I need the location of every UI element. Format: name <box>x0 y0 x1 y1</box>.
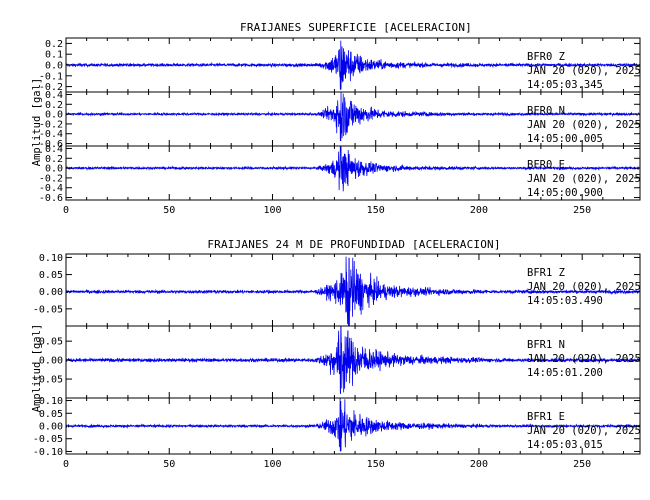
series-trace <box>65 91 641 141</box>
panel-bfr1-z: -0.05 0.00 0.05 0.10 BFR1 Z JAN 20 (020), 202… <box>33 253 641 327</box>
date-label: JAN 20 (020), 2025 <box>527 65 641 77</box>
channel-label: BFR0 Z <box>527 51 565 63</box>
y-tick-label: -0.2 <box>39 119 63 130</box>
y-tick-label: -0.6 <box>39 193 63 204</box>
chart-title-surface: FRAIJANES SUPERFICIE [ACELERACION] <box>240 21 472 34</box>
y-tick-label: -0.2 <box>39 173 63 184</box>
y-tick-label: 0.10 <box>39 396 63 407</box>
panel-bfr0-z: -0.2-0.10.00.10.2 BFR0 Z JAN 20 (020), 202… <box>39 37 641 93</box>
y-tick-label: -0.4 <box>39 183 63 194</box>
date-label: JAN 20 (020), 2025 <box>527 119 641 131</box>
y-tick-label: -0.1 <box>39 71 63 82</box>
x-tick-label: 250 <box>573 205 591 216</box>
x-tick-label: 50 <box>163 205 175 216</box>
y-tick-label: 0.0 <box>45 61 63 72</box>
time-label: 14:05:03.490 <box>527 295 603 307</box>
y-tick-label: 0.1 <box>45 50 63 61</box>
panel-bfr0-n: -0.6-0.4-0.20.00.20.4 BFR0 N JAN 20 (020),… <box>39 90 641 150</box>
y-tick-label: 0.00 <box>39 356 63 367</box>
y-tick-label: -0.2 <box>39 82 63 93</box>
series-trace <box>65 397 641 452</box>
x-tick-label: 200 <box>470 459 488 470</box>
x-tick-label: 0 <box>63 205 69 216</box>
time-label: 14:05:03.015 <box>527 439 603 451</box>
y-axis-label-depth: Amplitud [gal] <box>31 324 43 413</box>
time-label: 14:05:03.345 <box>527 79 603 91</box>
y-tick-label: 0.2 <box>45 39 63 50</box>
x-tick-label: 250 <box>573 459 591 470</box>
y-tick-label: 0.10 <box>39 253 63 264</box>
x-tick-label: 100 <box>263 205 281 216</box>
y-tick-label: 0.0 <box>45 164 63 175</box>
y-tick-label: 0.05 <box>39 270 63 281</box>
y-tick-label: 0.4 <box>45 90 63 101</box>
y-tick-label: -0.10 <box>33 447 63 458</box>
time-label: 14:05:00.005 <box>527 133 603 145</box>
series-trace <box>65 40 641 90</box>
y-tick-label: 0.05 <box>39 337 63 348</box>
y-tick-label: -0.05 <box>33 375 63 386</box>
y-tick-label: 0.00 <box>39 287 63 298</box>
x-tick-label: 100 <box>263 459 281 470</box>
y-tick-label: -0.05 <box>33 434 63 445</box>
date-label: JAN 20 (020), 2025 <box>527 173 641 185</box>
channel-label: BFR0 E <box>527 159 565 171</box>
panel-bfr1-n: -0.05 0.00 0.05 BFR1 N JAN 20 (020), 2025 14:… <box>33 325 641 399</box>
panel-frame <box>65 145 641 201</box>
panel-bfr0-e: -0.6-0.4-0.20.00.20.4 BFR0 E JAN 20 (020),… <box>39 144 641 204</box>
x-tick-label: 0 <box>63 459 69 470</box>
series-trace <box>65 326 641 394</box>
channel-label: BFR0 N <box>527 105 565 117</box>
series-trace <box>65 146 641 192</box>
panel-bfr1-e: -0.10 -0.050.00 0.05 0.10 BFR1 E JAN 20 (020)… <box>33 396 641 458</box>
channel-label: BFR1 N <box>527 339 565 351</box>
y-tick-label: 0.2 <box>45 154 63 165</box>
date-label: JAN 20 (020), 2025 <box>527 353 641 365</box>
y-axis-label-surface: Amplitud [gal] <box>31 78 43 167</box>
channel-label: BFR1 E <box>527 411 565 423</box>
y-tick-label: -0.6 <box>39 139 63 150</box>
x-tick-label: 150 <box>367 459 385 470</box>
series-trace <box>65 256 641 327</box>
y-tick-label: 0.0 <box>45 110 63 121</box>
y-tick-label: 0.00 <box>39 422 63 433</box>
y-tick-label: -0.4 <box>39 129 63 140</box>
time-label: 14:05:01.200 <box>527 367 603 379</box>
y-tick-label: 0.4 <box>45 144 63 155</box>
date-label: JAN 20 (020), 2025 <box>527 281 641 293</box>
y-tick-label: -0.05 <box>33 304 63 315</box>
x-axis-layer: 0 50 100 150 200 250 0 50 100 150 200 250 <box>63 205 591 470</box>
chart-title-depth: FRAIJANES 24 M DE PROFUNDIDAD [ACELERACI… <box>207 238 500 251</box>
date-label: JAN 20 (020), 2025 <box>527 425 641 437</box>
y-tick-label: 0.05 <box>39 409 63 420</box>
channel-label: BFR1 Z <box>527 267 565 279</box>
time-label: 14:05:00.900 <box>527 187 603 199</box>
y-tick-label: 0.2 <box>45 100 63 111</box>
x-tick-label: 200 <box>470 205 488 216</box>
x-tick-label: 150 <box>367 205 385 216</box>
x-tick-label: 50 <box>163 459 175 470</box>
